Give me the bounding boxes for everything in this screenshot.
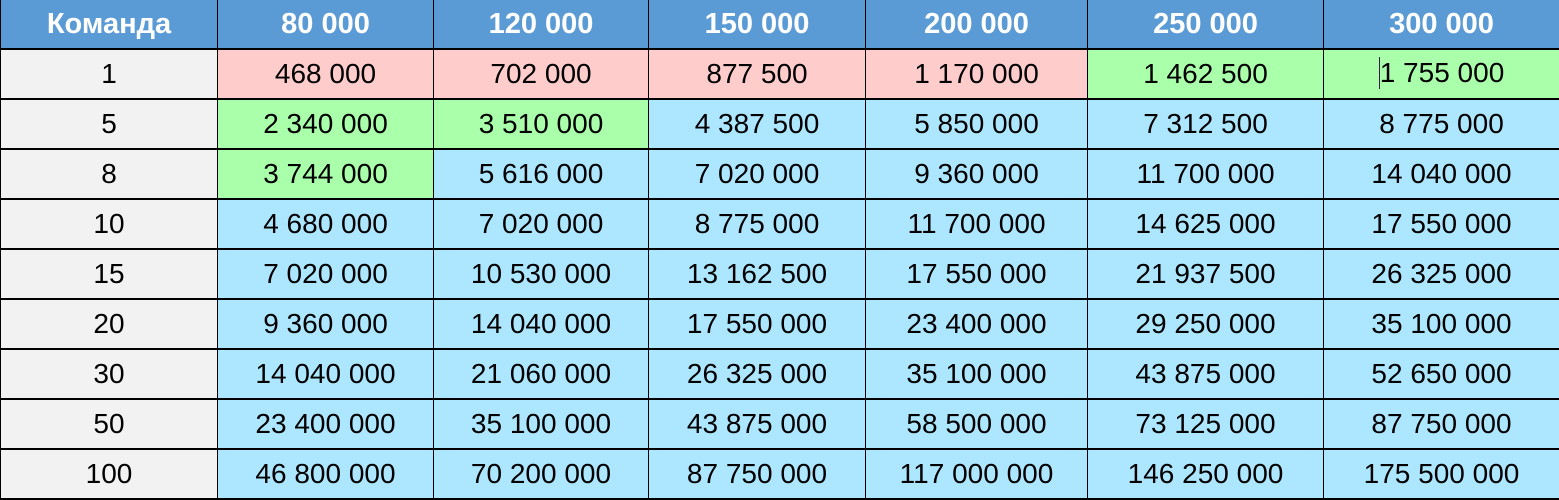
active-value-cell[interactable]: 1 755 000 xyxy=(1323,48,1559,100)
table-row: 1 468 000 702 000 877 500 1 170 000 1 46… xyxy=(0,48,1559,100)
team-cell[interactable]: 8 xyxy=(0,148,218,200)
team-cell[interactable]: 20 xyxy=(0,298,218,350)
value-cell[interactable]: 35 100 000 xyxy=(433,398,649,450)
value-cell[interactable]: 117 000 000 xyxy=(865,448,1088,500)
team-cell[interactable]: 10 xyxy=(0,198,218,250)
team-cell[interactable]: 1 xyxy=(0,48,218,100)
value-cell[interactable]: 35 100 000 xyxy=(1323,298,1559,350)
team-cell[interactable]: 50 xyxy=(0,398,218,450)
value-cell[interactable]: 5 850 000 xyxy=(865,98,1088,150)
value-cell[interactable]: 7 020 000 xyxy=(433,198,649,250)
value-cell[interactable]: 10 530 000 xyxy=(433,248,649,300)
value-cell[interactable]: 877 500 xyxy=(648,48,866,100)
value-cell[interactable]: 21 937 500 xyxy=(1087,248,1324,300)
value-cell[interactable]: 702 000 xyxy=(433,48,649,100)
table-row: 15 7 020 000 10 530 000 13 162 500 17 55… xyxy=(0,248,1559,300)
value-cell[interactable]: 4 680 000 xyxy=(217,198,434,250)
value-cell[interactable]: 468 000 xyxy=(217,48,434,100)
value-cell[interactable]: 3 510 000 xyxy=(433,98,649,150)
header-cell-250000[interactable]: 250 000 xyxy=(1087,0,1324,50)
value-cell[interactable]: 58 500 000 xyxy=(865,398,1088,450)
header-cell-150000[interactable]: 150 000 xyxy=(648,0,866,50)
value-cell[interactable]: 1 462 500 xyxy=(1087,48,1324,100)
value-cell[interactable]: 9 360 000 xyxy=(865,148,1088,200)
value-cell[interactable]: 26 325 000 xyxy=(1323,248,1559,300)
value-cell[interactable]: 43 875 000 xyxy=(648,398,866,450)
table-row: 100 46 800 000 70 200 000 87 750 000 117… xyxy=(0,448,1559,500)
value-cell[interactable]: 146 250 000 xyxy=(1087,448,1324,500)
value-cell[interactable]: 26 325 000 xyxy=(648,348,866,400)
value-cell[interactable]: 3 744 000 xyxy=(217,148,434,200)
value-cell[interactable]: 2 340 000 xyxy=(217,98,434,150)
value-cell[interactable]: 23 400 000 xyxy=(217,398,434,450)
header-cell-300000[interactable]: 300 000 xyxy=(1323,0,1559,50)
value-cell[interactable]: 175 500 000 xyxy=(1323,448,1559,500)
value-cell[interactable]: 43 875 000 xyxy=(1087,348,1324,400)
table-row: 30 14 040 000 21 060 000 26 325 000 35 1… xyxy=(0,348,1559,400)
value-cell[interactable]: 46 800 000 xyxy=(217,448,434,500)
value-cell[interactable]: 17 550 000 xyxy=(648,298,866,350)
value-cell[interactable]: 17 550 000 xyxy=(865,248,1088,300)
header-cell-80000[interactable]: 80 000 xyxy=(217,0,434,50)
team-cell[interactable]: 100 xyxy=(0,448,218,500)
value-cell[interactable]: 11 700 000 xyxy=(1087,148,1324,200)
header-row: Команда 80 000 120 000 150 000 200 000 2… xyxy=(0,0,1559,50)
value-cell[interactable]: 73 125 000 xyxy=(1087,398,1324,450)
value-cell[interactable]: 7 020 000 xyxy=(648,148,866,200)
value-cell[interactable]: 7 020 000 xyxy=(217,248,434,300)
value-cell[interactable]: 5 616 000 xyxy=(433,148,649,200)
table-row: 10 4 680 000 7 020 000 8 775 000 11 700 … xyxy=(0,198,1559,250)
value-cell[interactable]: 14 040 000 xyxy=(433,298,649,350)
value-cell[interactable]: 52 650 000 xyxy=(1323,348,1559,400)
value-cell[interactable]: 1 170 000 xyxy=(865,48,1088,100)
value-cell[interactable]: 7 312 500 xyxy=(1087,98,1324,150)
value-cell[interactable]: 4 387 500 xyxy=(648,98,866,150)
team-cell[interactable]: 15 xyxy=(0,248,218,300)
table-row: 5 2 340 000 3 510 000 4 387 500 5 850 00… xyxy=(0,98,1559,150)
value-cell[interactable]: 8 775 000 xyxy=(648,198,866,250)
value-cell[interactable]: 35 100 000 xyxy=(865,348,1088,400)
value-cell[interactable]: 29 250 000 xyxy=(1087,298,1324,350)
team-cell[interactable]: 30 xyxy=(0,348,218,400)
value-cell[interactable]: 13 162 500 xyxy=(648,248,866,300)
table-row: 20 9 360 000 14 040 000 17 550 000 23 40… xyxy=(0,298,1559,350)
value-cell[interactable]: 8 775 000 xyxy=(1323,98,1559,150)
value-cell[interactable]: 87 750 000 xyxy=(648,448,866,500)
table-row: 50 23 400 000 35 100 000 43 875 000 58 5… xyxy=(0,398,1559,450)
value-cell[interactable]: 14 040 000 xyxy=(1323,148,1559,200)
value-cell[interactable]: 17 550 000 xyxy=(1323,198,1559,250)
value-cell[interactable]: 9 360 000 xyxy=(217,298,434,350)
active-cell-text: 1 755 000 xyxy=(1379,57,1505,89)
header-cell-120000[interactable]: 120 000 xyxy=(433,0,649,50)
value-cell[interactable]: 11 700 000 xyxy=(865,198,1088,250)
value-cell[interactable]: 87 750 000 xyxy=(1323,398,1559,450)
value-cell[interactable]: 21 060 000 xyxy=(433,348,649,400)
value-cell[interactable]: 14 625 000 xyxy=(1087,198,1324,250)
table-row: 8 3 744 000 5 616 000 7 020 000 9 360 00… xyxy=(0,148,1559,200)
header-cell-200000[interactable]: 200 000 xyxy=(865,0,1088,50)
text-cursor xyxy=(1378,56,1380,89)
value-cell[interactable]: 70 200 000 xyxy=(433,448,649,500)
value-cell[interactable]: 23 400 000 xyxy=(865,298,1088,350)
team-cell[interactable]: 5 xyxy=(0,98,218,150)
header-cell-team[interactable]: Команда xyxy=(0,0,218,50)
value-cell[interactable]: 14 040 000 xyxy=(217,348,434,400)
